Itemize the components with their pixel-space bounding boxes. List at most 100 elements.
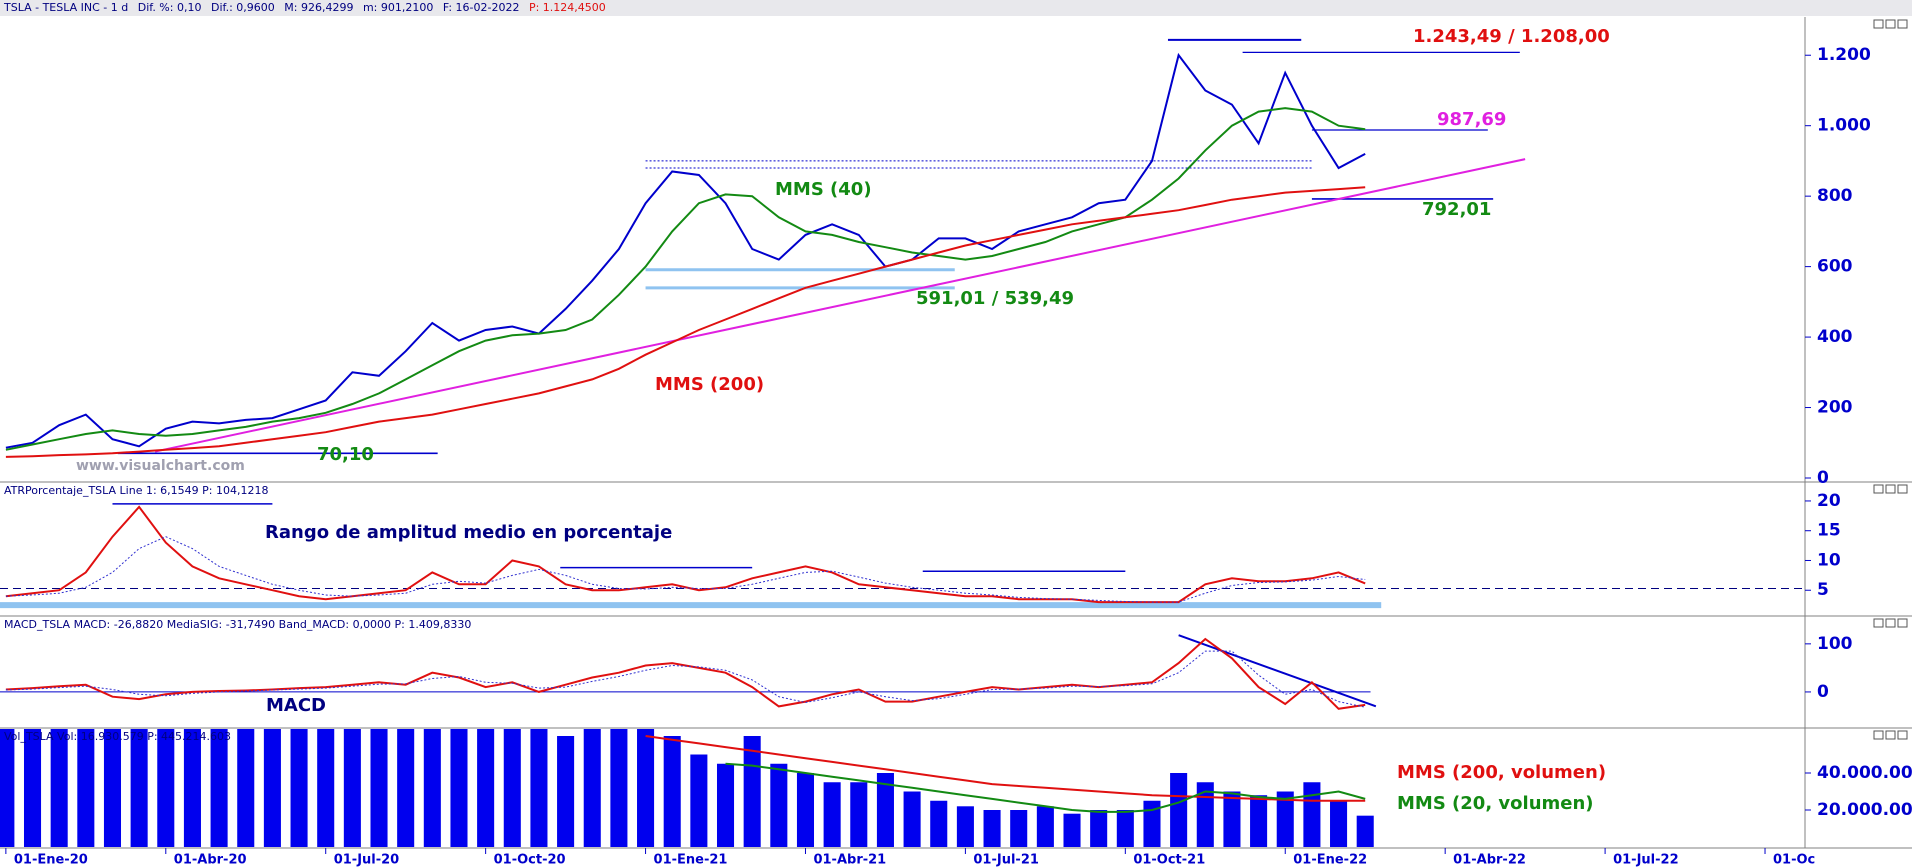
y-tick-label: 20: [1817, 491, 1841, 511]
header-part: m: 901,2100: [363, 1, 433, 14]
panel-title: MACD_TSLA MACD: -26,8820 MediaSIG: -31,7…: [4, 618, 471, 631]
bar: [1303, 782, 1321, 847]
annotation: 591,01 / 539,49: [916, 288, 1074, 309]
x-tick-label: 01-Oc: [1773, 853, 1815, 867]
bar: [903, 791, 921, 847]
bar: [237, 729, 255, 847]
window-button: [1885, 618, 1896, 628]
bar: [0, 729, 15, 847]
x-tick-label: 01-Abr-20: [174, 853, 247, 867]
bar: [1250, 795, 1268, 847]
y-tick-label: 400: [1817, 327, 1853, 347]
series-line: [5, 186, 1366, 458]
window-button: [1897, 19, 1908, 29]
header-part: P: 1.124,4500: [529, 1, 606, 14]
trend-line: [1178, 634, 1377, 708]
header-part: F: 16-02-2022: [443, 1, 520, 14]
bar: [1090, 810, 1108, 847]
bar: [183, 729, 201, 847]
bar: [103, 729, 122, 847]
annotation: 792,01: [1422, 199, 1491, 220]
bar: [663, 736, 681, 847]
bar: [23, 729, 42, 847]
window-button: [1873, 730, 1884, 740]
bar: [610, 729, 628, 847]
trend-line: [154, 158, 1526, 453]
header-part: Dif. %: 0,10: [138, 1, 202, 14]
legend-entry: MMS (200, volumen): [1397, 762, 1606, 783]
header-part: M: 926,4299: [284, 1, 353, 14]
window-button: [1885, 19, 1896, 29]
bar: [1223, 791, 1241, 847]
bar: [716, 763, 735, 847]
y-tick-label: 800: [1817, 186, 1853, 206]
x-tick-label: 01-Oct-20: [494, 853, 566, 867]
x-tick-label: 01-Abr-22: [1453, 853, 1526, 867]
bar: [637, 729, 655, 847]
bar: [690, 754, 708, 847]
panel-title: Vol_TSLA Vol: 16.930.579 P: 445.214.603: [4, 730, 231, 743]
bar: [1356, 815, 1374, 847]
header: TSLA - TESLA INC - 1 d Dif. %: 0,10 Dif.…: [3, 1, 606, 14]
x-tick-label: 01-Jul-20: [334, 853, 400, 867]
y-tick-label: 0: [1817, 682, 1829, 702]
bar: [1276, 791, 1294, 847]
y-tick-label: 200: [1817, 398, 1853, 418]
annotation: 987,69: [1437, 109, 1506, 130]
bar: [796, 773, 815, 847]
bar: [343, 729, 361, 847]
bar: [1330, 800, 1348, 847]
x-tick-label: 01-Ene-22: [1293, 853, 1367, 867]
annotation: MACD: [266, 695, 326, 716]
bar: [317, 729, 335, 847]
panel: [0, 503, 1805, 609]
bar: [290, 729, 308, 847]
y-tick-label: 40.000.00: [1817, 763, 1912, 783]
x-tick-label: 01-Ene-20: [14, 853, 88, 867]
annotation: 70,10: [317, 444, 374, 465]
bar: [1143, 800, 1161, 847]
panel-title: ATRPorcentaje_TSLA Line 1: 6,1549 P: 104…: [4, 484, 268, 497]
series-line: [5, 536, 1366, 603]
panel: [0, 634, 1377, 710]
bar: [423, 729, 441, 847]
annotation: Rango de amplitud medio en porcentaje: [265, 522, 672, 543]
bar: [370, 729, 388, 847]
window-button: [1873, 618, 1884, 628]
bar: [1036, 806, 1054, 847]
series-line: [725, 762, 1366, 813]
bar: [850, 782, 868, 847]
x-tick-label: 01-Ene-21: [654, 853, 728, 867]
window-button: [1897, 618, 1908, 628]
window-button: [1873, 19, 1884, 29]
bar: [503, 729, 521, 847]
bar: [770, 763, 788, 847]
y-tick-label: 600: [1817, 257, 1853, 277]
series-label: MMS (200): [655, 374, 764, 395]
bar: [157, 729, 175, 847]
bar: [263, 729, 281, 847]
bar: [930, 800, 948, 847]
legend-entry: MMS (20, volumen): [1397, 793, 1594, 814]
header-bar: [0, 0, 1912, 16]
header-part: TSLA - TESLA INC - 1 d: [3, 1, 128, 14]
bar: [876, 773, 894, 847]
y-tick-label: 15: [1817, 521, 1841, 541]
x-tick-label: 01-Jul-21: [973, 853, 1039, 867]
y-tick-label: 5: [1817, 580, 1829, 600]
x-tick-label: 01-Oct-21: [1133, 853, 1205, 867]
bar: [397, 729, 415, 847]
panel: [5, 38, 1526, 458]
window-button: [1873, 484, 1884, 494]
watermark: www.visualchart.com: [76, 458, 245, 474]
window-button: [1885, 730, 1896, 740]
bar: [130, 729, 148, 847]
bar: [1010, 810, 1028, 847]
x-tick-label: 01-Abr-21: [813, 853, 886, 867]
bar: [477, 729, 495, 847]
y-tick-label: 100: [1817, 634, 1853, 654]
series-line: [5, 637, 1366, 710]
series-line: [5, 52, 1366, 449]
